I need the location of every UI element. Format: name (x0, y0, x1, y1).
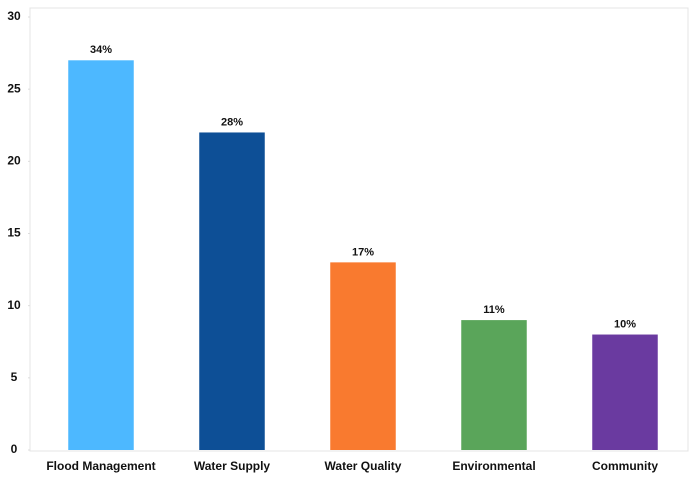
bar (592, 334, 658, 450)
y-tick-label: 15 (7, 226, 21, 240)
plot-frame (29, 7, 689, 452)
y-tick-label: 0 (11, 442, 18, 456)
data-label: 10% (614, 318, 636, 330)
y-tick-label: 20 (7, 154, 21, 168)
x-tick-label: Environmental (452, 459, 535, 473)
y-tick-label: 5 (11, 370, 18, 384)
x-tick-label: Flood Management (46, 459, 155, 473)
data-label: 11% (483, 304, 505, 316)
x-tick-label: Community (592, 459, 658, 473)
data-label: 28% (221, 116, 243, 128)
x-tick-label: Water Quality (325, 459, 402, 473)
data-label: 34% (90, 44, 112, 56)
bar (68, 60, 134, 451)
y-tick-label: 30 (7, 9, 21, 23)
bar (461, 320, 527, 450)
bar (330, 262, 396, 450)
y-tick-label: 10 (7, 298, 21, 312)
x-tick-label: Water Supply (194, 459, 271, 473)
data-label: 17% (352, 246, 374, 258)
bar (199, 132, 265, 450)
y-tick-label: 25 (7, 81, 21, 95)
